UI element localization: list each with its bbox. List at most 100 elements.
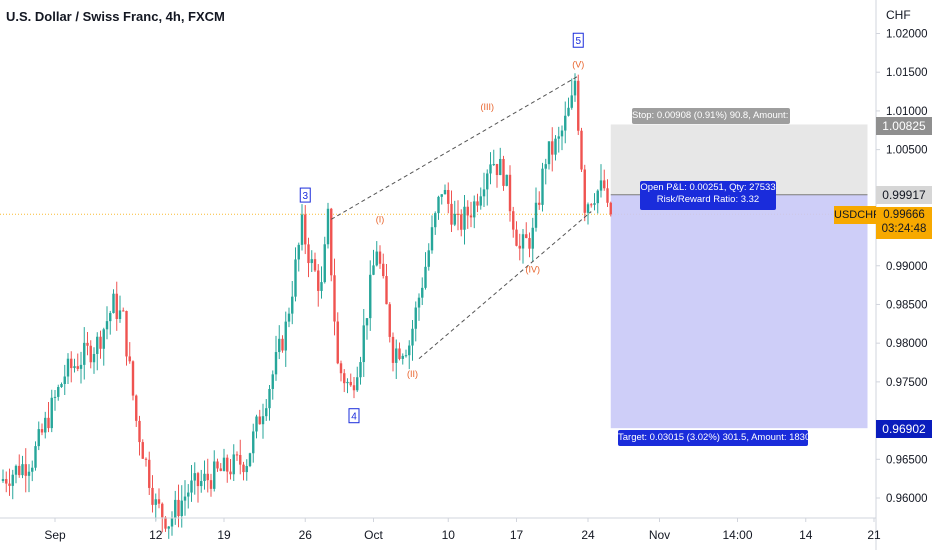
candle-body	[434, 213, 437, 228]
candle-body	[73, 366, 76, 369]
wave-channel[interactable]	[330, 75, 592, 360]
candle-body	[417, 297, 421, 308]
candle-body	[551, 141, 554, 155]
candle-body	[489, 164, 492, 174]
candle-body	[603, 180, 606, 189]
time-tick-label: 14	[799, 528, 813, 542]
candle-body	[599, 180, 603, 191]
candle-body	[564, 115, 567, 131]
candle-body	[135, 395, 138, 421]
candle-body	[430, 227, 434, 251]
open-pnl-text: Open P&L: 0.00251, Qty: 27533	[640, 182, 776, 193]
candle-body	[53, 396, 57, 398]
candle-body	[79, 364, 83, 369]
candle-body	[102, 329, 105, 349]
candle-body	[89, 345, 92, 363]
candle-body	[375, 251, 378, 266]
candle-body	[40, 429, 44, 433]
candle-body	[521, 234, 525, 249]
candle-body	[281, 338, 284, 351]
candle-body	[401, 355, 404, 359]
open-pnl-label[interactable]: Open P&L: 0.00251, Qty: 27533 Risk/Rewar…	[640, 181, 776, 210]
symbol-tag: USDCHF	[834, 206, 880, 224]
candle-body	[252, 431, 255, 454]
candle-body	[170, 517, 174, 527]
candle-body	[323, 244, 326, 283]
candle-body	[317, 270, 320, 291]
candle-body	[544, 164, 547, 169]
candle-body	[538, 202, 541, 205]
candle-body	[148, 459, 151, 488]
candle-body	[586, 204, 590, 213]
candle-body	[248, 453, 252, 467]
candle-body	[508, 174, 512, 212]
candle-body	[18, 465, 21, 476]
candle-body	[5, 479, 8, 484]
candle-body	[609, 202, 612, 215]
bar-countdown: 03:24:48	[881, 223, 927, 235]
stop-label[interactable]: Stop: 0.00908 (0.91%) 90.8, Amount: 750	[632, 108, 807, 124]
candle-body	[37, 429, 40, 447]
wave-label: (IV)	[526, 265, 541, 275]
candle-body	[408, 345, 411, 356]
candle-body	[70, 358, 73, 369]
candle-body	[359, 362, 362, 378]
wave-box	[348, 408, 360, 424]
position-zones[interactable]	[610, 124, 868, 429]
candle-body	[304, 214, 307, 245]
candle-body	[505, 174, 508, 186]
candle-body	[131, 361, 135, 396]
candle-body	[525, 234, 528, 239]
candle-body	[593, 203, 596, 205]
candle-body	[365, 318, 369, 326]
candle-body	[219, 468, 222, 471]
wave-label: (V)	[572, 59, 584, 69]
candle-body	[346, 381, 349, 384]
candle-body	[528, 238, 531, 249]
target-label[interactable]: Target: 0.03015 (3.02%) 301.5, Amount: 1…	[618, 430, 823, 446]
candle-body	[161, 503, 164, 518]
candle-body	[226, 457, 229, 472]
candle-body	[492, 164, 495, 166]
candle-body	[229, 471, 232, 475]
candle-body	[349, 381, 352, 386]
price-tick-label: 0.97500	[886, 377, 928, 389]
current-price-tag: 0.99666 03:24:48	[876, 207, 932, 239]
candle-body	[274, 352, 278, 375]
candle-body	[183, 496, 187, 501]
candle-body	[83, 342, 86, 365]
candle-body	[427, 250, 430, 267]
candle-body	[450, 203, 453, 225]
candle-body	[453, 213, 456, 225]
candle-body	[606, 188, 609, 203]
candle-body	[440, 194, 443, 197]
price-tick-label: 0.98500	[886, 299, 928, 311]
candle-body	[570, 95, 573, 108]
candle-body	[21, 464, 24, 476]
candle-body	[287, 313, 291, 322]
candle-body	[261, 416, 265, 425]
candle-body	[63, 376, 66, 384]
price-tick-label: 0.98000	[886, 338, 928, 350]
candle-body	[486, 173, 489, 190]
candle-body	[109, 313, 112, 322]
target-zone	[610, 194, 868, 429]
candle-body	[320, 282, 323, 291]
candle-body	[196, 473, 200, 487]
candle-body	[112, 293, 115, 314]
candle-body	[8, 483, 11, 486]
candle-body	[447, 189, 450, 204]
candle-body	[466, 206, 469, 216]
candle-body	[362, 325, 365, 363]
candle-body	[534, 202, 538, 228]
candle-body	[531, 227, 534, 249]
candle-body	[339, 363, 343, 374]
candle-body	[206, 473, 209, 481]
candle-body	[473, 201, 476, 218]
candle-body	[479, 196, 482, 206]
candle-body	[92, 353, 96, 363]
candle-body	[245, 466, 248, 473]
price-tick-label: 1.00500	[886, 145, 928, 157]
